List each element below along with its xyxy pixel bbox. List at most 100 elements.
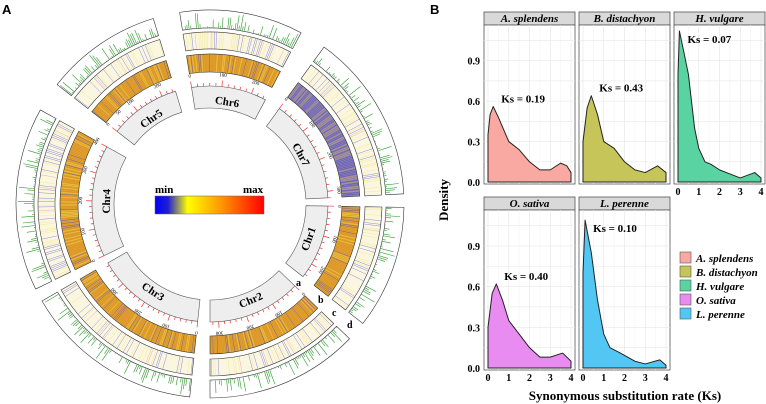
heatmap-stripe — [185, 34, 189, 51]
heatmap-stripe — [65, 164, 83, 170]
histogram-track — [209, 325, 350, 399]
heatmap-stripe — [327, 135, 344, 144]
heatmap-stripe — [48, 145, 64, 152]
heatmap-stripe — [304, 98, 317, 112]
tick-label: 300 — [335, 186, 341, 194]
tick-label: 200 — [251, 80, 260, 87]
heatmap-stripe — [362, 231, 379, 236]
tick-label: 50 — [116, 109, 123, 116]
heatmap-stripe — [67, 158, 84, 165]
tick-mark — [152, 307, 155, 311]
heatmap-stripe — [136, 319, 146, 335]
heatmap-stripe — [60, 211, 78, 214]
heatmap-stripe — [331, 256, 348, 265]
track-label-b: b — [318, 295, 324, 306]
heatmap-stripe — [138, 47, 146, 63]
histogram-bar — [383, 233, 391, 236]
heatmap-stripe — [39, 217, 56, 220]
heatmap-stripe — [215, 336, 217, 354]
heatmap-stripe — [292, 87, 304, 101]
histogram-bar — [301, 354, 309, 367]
heatmap-stripe — [199, 54, 202, 72]
heatmap-stripe — [359, 155, 375, 161]
heatmap-stripe — [333, 149, 350, 157]
heatmap-stripe — [70, 149, 87, 157]
heatmap-stripe — [193, 55, 196, 73]
heatmap-stripe — [241, 36, 246, 52]
histogram-bar — [22, 221, 35, 224]
heatmap-stripe — [231, 34, 235, 51]
heatmap-stripe — [252, 39, 258, 55]
tick-mark — [290, 289, 294, 293]
heatmap-stripe — [72, 143, 89, 152]
heatmap-stripe — [84, 276, 100, 287]
histogram-bar — [346, 91, 349, 93]
histogram-bar — [275, 36, 279, 41]
heatmap-stripe — [102, 295, 115, 309]
heatmap-stripe — [51, 138, 67, 145]
histogram-bar — [98, 343, 103, 350]
chromosome-label: Chr4 — [101, 188, 114, 213]
histogram-bar — [333, 329, 337, 334]
heatmap-stripe — [150, 66, 158, 83]
chromosome-chr4: 0 100 200 300 400 Chr4 — [15, 109, 127, 290]
tick-label: 200 — [316, 265, 324, 274]
heatmap-stripe — [73, 257, 89, 265]
colorbar-min-label: min — [155, 184, 173, 196]
heatmap-stripe — [97, 290, 111, 303]
histogram-bar — [34, 169, 37, 171]
facet-strip — [673, 11, 766, 26]
heatmap-stripe — [214, 359, 216, 376]
heatmap-stripe — [307, 102, 320, 115]
histogram-bar — [364, 289, 371, 294]
gene-density-track — [313, 205, 361, 297]
heatmap-stripe — [234, 357, 238, 374]
heatmap-stripe — [288, 83, 299, 98]
heatmap-stripe — [91, 316, 103, 329]
histogram-bar — [39, 141, 45, 144]
heatmap-stripe — [122, 56, 132, 71]
histogram-bar — [83, 68, 90, 76]
heatmap-stripe — [69, 248, 86, 255]
heatmap-stripe — [252, 62, 259, 79]
heatmap-stripe — [52, 266, 68, 274]
heatmap-stripe — [65, 236, 82, 241]
histogram-bar — [195, 13, 197, 29]
heatmap-stripe — [297, 91, 309, 105]
heatmap-stripe — [47, 254, 64, 261]
histogram-bar — [62, 82, 75, 92]
heatmap-stripe — [180, 333, 185, 351]
heatmap-stripe — [105, 298, 118, 312]
histogram-bar — [27, 160, 39, 164]
heatmap-stripe — [161, 329, 168, 346]
heatmap-stripe — [71, 148, 88, 156]
heatmap-stripe — [88, 280, 103, 292]
tick-mark — [323, 235, 330, 239]
tick-mark — [139, 104, 143, 108]
heatmap-stripe — [61, 215, 79, 218]
heatmap-stripe — [200, 32, 202, 49]
x-tick-label: 0 — [676, 187, 681, 198]
heatmap-stripe — [355, 258, 371, 265]
heatmap-stripe — [103, 99, 116, 112]
histogram-bar — [305, 351, 308, 354]
tick-mark — [90, 183, 94, 185]
heatmap-stripe — [318, 118, 333, 129]
heatmap-stripe — [337, 239, 354, 245]
histogram-bar — [46, 119, 54, 124]
heatmap-stripe — [293, 306, 305, 321]
heatmap-stripe — [340, 229, 357, 233]
tick-mark — [229, 320, 231, 324]
histogram-bar — [320, 340, 326, 347]
heatmap-stripe — [331, 145, 348, 153]
heatmap-stripe — [124, 81, 135, 96]
histogram-bar — [277, 37, 280, 42]
tick-mark — [98, 250, 102, 253]
density-area — [582, 219, 667, 369]
histogram-bar — [293, 359, 299, 369]
histogram-bar — [287, 42, 290, 46]
histogram-bar — [30, 237, 37, 240]
histogram-bar — [87, 336, 94, 344]
heatmap-stripe — [341, 216, 359, 219]
histogram-bar — [379, 251, 395, 257]
